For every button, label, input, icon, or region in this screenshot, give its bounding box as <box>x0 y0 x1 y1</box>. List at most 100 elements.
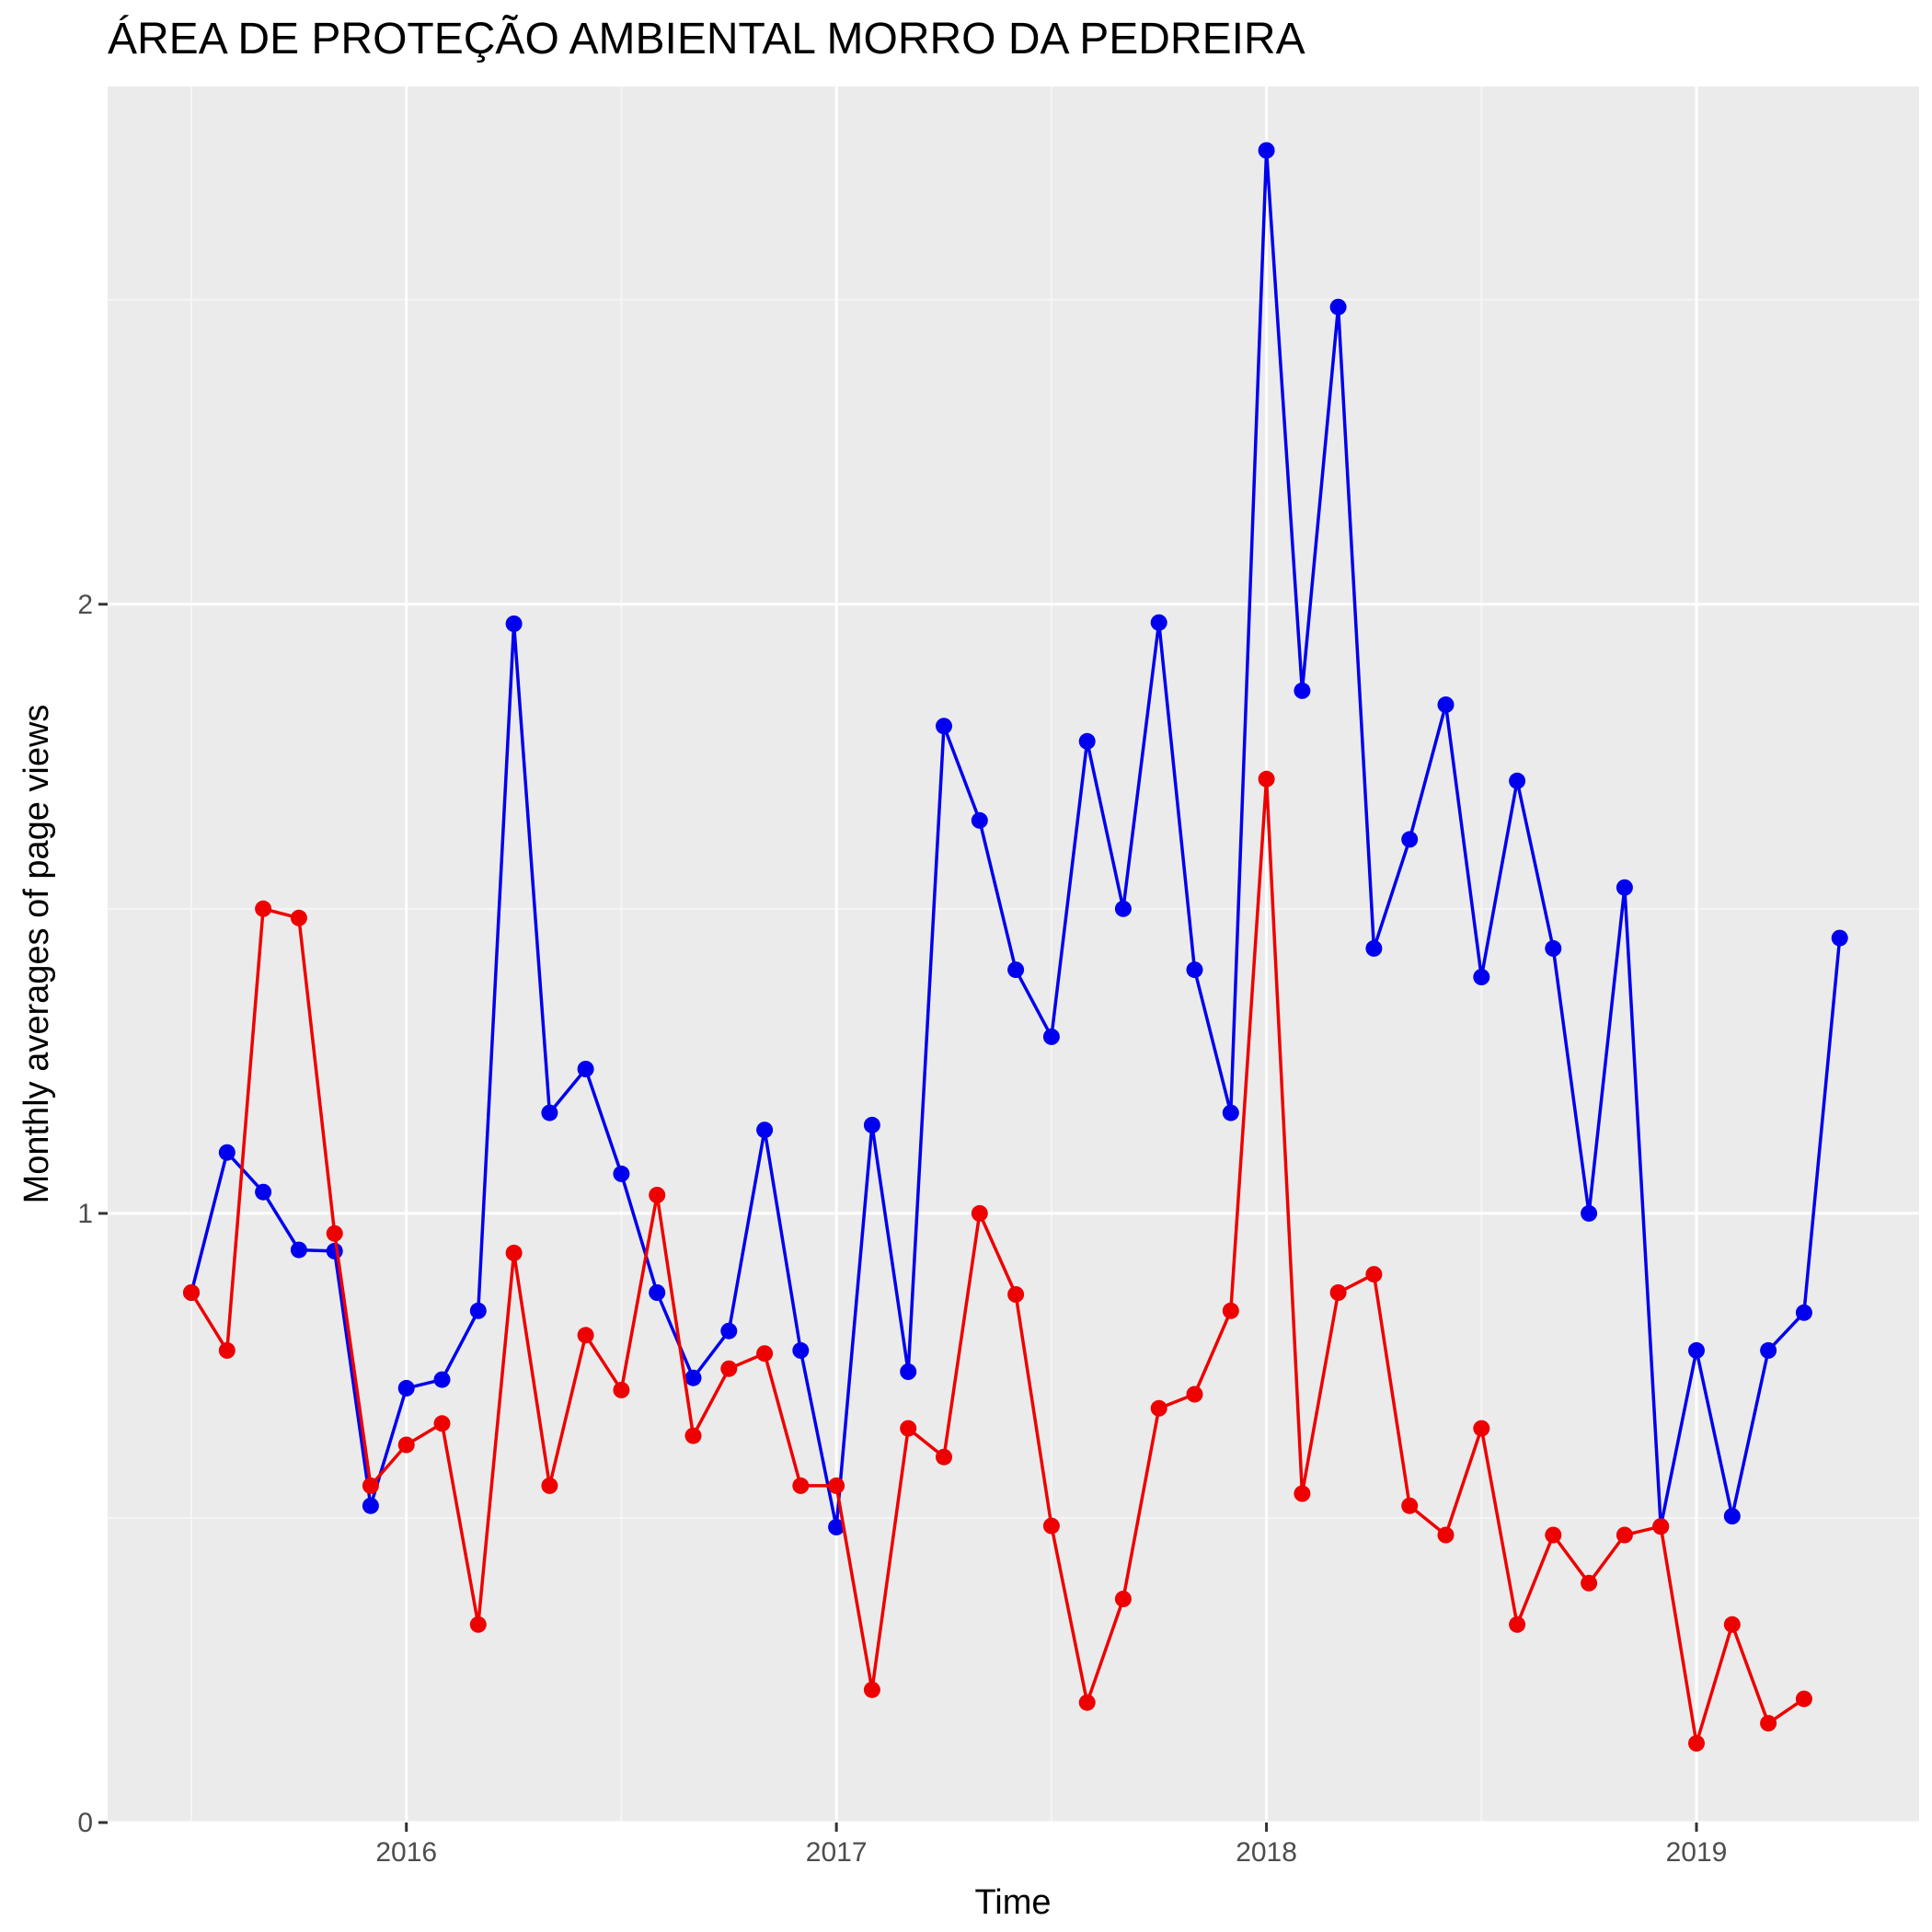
x-tick-label: 2019 <box>1666 1837 1728 1868</box>
data-point-blue <box>863 1116 880 1133</box>
data-point-blue <box>1222 1104 1239 1121</box>
data-point-blue <box>1688 1341 1705 1359</box>
data-point-red <box>433 1415 451 1432</box>
grid-lines <box>108 86 1919 1824</box>
data-point-blue <box>900 1363 917 1380</box>
data-point-blue <box>397 1379 415 1397</box>
data-point-blue <box>1042 1028 1060 1045</box>
data-point-blue <box>1294 682 1311 699</box>
data-point-blue <box>720 1322 738 1340</box>
data-point-red <box>362 1477 379 1494</box>
data-point-red <box>613 1381 630 1398</box>
series-blue <box>183 142 1848 1535</box>
data-point-blue <box>577 1061 594 1077</box>
data-point-blue <box>792 1341 810 1359</box>
data-point-blue <box>1616 879 1633 896</box>
data-point-blue <box>1365 939 1383 957</box>
data-point-blue <box>1581 1204 1598 1222</box>
data-point-blue <box>684 1369 702 1386</box>
data-point-blue <box>1723 1508 1741 1524</box>
data-point-blue <box>218 1144 236 1161</box>
data-point-red <box>1652 1518 1670 1535</box>
data-point-blue <box>1186 961 1203 979</box>
data-point-red <box>1186 1386 1203 1403</box>
data-point-blue <box>1437 696 1455 713</box>
data-point-red <box>326 1225 343 1242</box>
data-point-blue <box>1114 900 1132 917</box>
data-point-red <box>218 1341 236 1359</box>
chart-title: ÁREA DE PROTEÇÃO AMBIENTAL MORRO DA PEDR… <box>108 14 1305 63</box>
data-point-blue <box>1150 614 1167 631</box>
data-point-red <box>1258 770 1275 788</box>
data-point-red <box>183 1284 200 1301</box>
series-red <box>183 770 1812 1752</box>
data-point-red <box>1509 1616 1526 1633</box>
data-point-red <box>505 1244 523 1261</box>
data-point-red <box>577 1327 594 1344</box>
data-point-blue <box>936 718 952 735</box>
data-point-blue <box>290 1241 307 1259</box>
data-point-blue <box>1258 142 1275 159</box>
data-point-blue <box>613 1165 630 1182</box>
data-point-red <box>1007 1286 1025 1303</box>
x-tick-label: 2018 <box>1236 1837 1297 1868</box>
data-point-blue <box>1401 831 1419 848</box>
data-point-blue <box>505 615 523 632</box>
data-point-blue <box>433 1371 451 1388</box>
data-point-red <box>863 1681 880 1698</box>
data-point-red <box>1688 1734 1705 1752</box>
data-point-blue <box>1795 1304 1812 1321</box>
x-tick-label: 2017 <box>806 1837 868 1868</box>
data-point-red <box>290 909 307 926</box>
data-point-blue <box>971 811 988 829</box>
data-point-red <box>649 1187 666 1203</box>
data-point-red <box>1581 1574 1598 1592</box>
series-line-red <box>190 777 1805 1745</box>
data-point-blue <box>828 1518 845 1535</box>
data-point-red <box>1473 1420 1490 1437</box>
data-point-red <box>684 1427 702 1444</box>
data-point-red <box>1437 1526 1455 1544</box>
data-point-red <box>1329 1284 1347 1301</box>
data-point-red <box>1365 1266 1383 1283</box>
data-point-red <box>469 1616 487 1633</box>
data-point-red <box>397 1436 415 1454</box>
data-point-red <box>828 1477 845 1494</box>
y-tick-label: 2 <box>77 590 93 620</box>
data-point-blue <box>255 1183 272 1201</box>
data-point-red <box>971 1204 988 1222</box>
data-point-red <box>720 1360 738 1377</box>
data-point-blue <box>1329 298 1347 316</box>
data-point-red <box>1114 1591 1132 1607</box>
data-point-red <box>1042 1517 1060 1535</box>
data-point-blue <box>326 1242 343 1259</box>
y-axis-title: Monthly averages of page views <box>17 705 56 1204</box>
data-point-blue <box>1509 772 1526 789</box>
data-point-red <box>1795 1690 1812 1708</box>
data-point-blue <box>1760 1341 1777 1359</box>
axes: 0 1 2 2016 2017 2018 2019 <box>77 590 1727 1868</box>
data-point-red <box>792 1477 810 1494</box>
data-point-red <box>541 1477 558 1494</box>
data-point-blue <box>1831 929 1848 947</box>
data-point-red <box>1401 1497 1419 1514</box>
data-point-blue <box>649 1284 666 1301</box>
data-series <box>183 142 1848 1752</box>
data-point-red <box>255 900 272 917</box>
data-point-red <box>1723 1616 1741 1633</box>
data-point-blue <box>541 1104 558 1121</box>
data-point-red <box>1545 1526 1562 1544</box>
data-point-red <box>1222 1302 1239 1319</box>
data-point-red <box>900 1420 917 1437</box>
data-point-red <box>936 1448 952 1466</box>
data-point-blue <box>756 1121 774 1139</box>
y-tick-label: 0 <box>77 1808 93 1838</box>
data-point-blue <box>362 1497 379 1514</box>
data-point-blue <box>1007 961 1025 979</box>
x-axis-title: Time <box>974 1883 1051 1922</box>
y-tick-label: 1 <box>77 1199 93 1229</box>
data-point-red <box>756 1345 774 1363</box>
data-point-blue <box>1078 732 1096 750</box>
data-point-red <box>1616 1526 1633 1544</box>
